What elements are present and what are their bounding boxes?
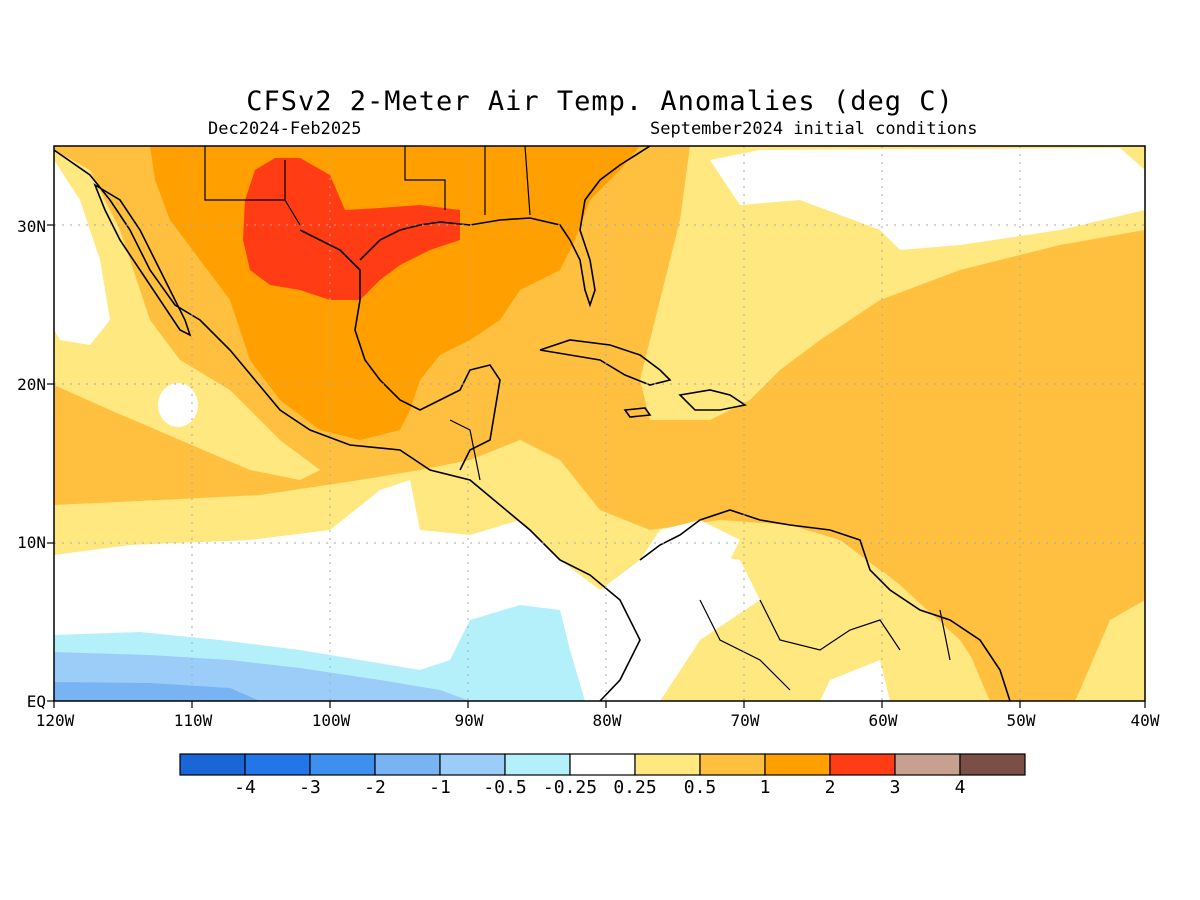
colorbar-swatch-4 [439,753,506,776]
map-title: CFSv2 2-Meter Air Temp. Anomalies (deg C… [246,86,954,117]
colorbar-label: 2 [824,777,836,798]
shade-red [243,158,460,300]
axis-ticks [47,224,1146,708]
borders-interior [204,146,951,691]
colorbar-swatch-12 [959,753,1026,776]
colorbar [179,753,1026,776]
shade-pale-west [54,150,320,480]
lon-label-40w: 40W [1130,711,1160,730]
colorbar-label: 0.25 [613,777,657,798]
colorbar-swatch-9 [764,753,831,776]
colorbar-label: -0.25 [542,777,598,798]
colorbar-swatch-5 [504,753,571,776]
shade-pale-se [1075,600,1145,701]
shade-white-atlantic [710,148,1145,250]
graticule [54,146,1145,701]
coast-cuba [539,339,672,386]
lat-label-10n: 10N [17,533,46,552]
colorbar-label: 3 [889,777,901,798]
lat-label-eq: EQ [26,692,46,711]
lon-label-60w: 60W [868,711,898,730]
colorbar-label: -2 [364,777,386,798]
lat-label-30n: 30N [17,217,46,236]
lon-label-100w: 100W [311,711,351,730]
colorbar-swatch-7 [634,753,701,776]
coast-south-america [639,509,1011,701]
colorbar-swatch-0 [179,753,246,776]
colorbar-swatch-6 [569,753,636,776]
lon-label-120w: 120W [35,711,75,730]
season-label: Dec2024-Feb2025 [208,119,362,139]
coast-hispaniola [678,389,748,411]
init-conditions-label: September2024 initial conditions [650,119,978,139]
shade-orange-atlantic [760,230,1145,701]
colorbar-swatch-3 [374,753,441,776]
lon-label-50w: 50W [1006,711,1036,730]
lon-label-110w: 110W [173,711,213,730]
lon-label-90w: 90W [454,711,484,730]
colorbar-label: -4 [234,777,256,798]
colorbar-swatch-2 [309,753,376,776]
map-frame [53,145,1146,702]
colorbar-label: 1 [759,777,771,798]
shade-white-islet [158,383,198,427]
coast-mexico-pacific [54,149,641,701]
colorbar-label: -0.5 [483,777,527,798]
shade-blue [54,682,260,701]
coast-baja [93,183,192,337]
coast-gulf [299,229,501,471]
shade-white-baja [54,160,110,345]
lon-label-70w: 70W [730,711,760,730]
anomaly-shading [54,146,1145,701]
colorbar-label: -3 [299,777,321,798]
shade-white-caribbean [600,520,740,701]
colorbar-swatch-10 [829,753,896,776]
colorbar-swatch-11 [894,753,961,776]
colorbar-label: 0.5 [683,777,717,798]
colorbar-swatch-8 [699,753,766,776]
lon-label-80w: 80W [592,711,622,730]
colorbar-label: 4 [954,777,966,798]
shade-white-guiana [820,660,890,701]
coast-jamaica [623,407,652,418]
colorbar-label: -1 [429,777,451,798]
lat-label-20n: 20N [17,375,46,394]
colorbar-swatch-1 [244,753,311,776]
